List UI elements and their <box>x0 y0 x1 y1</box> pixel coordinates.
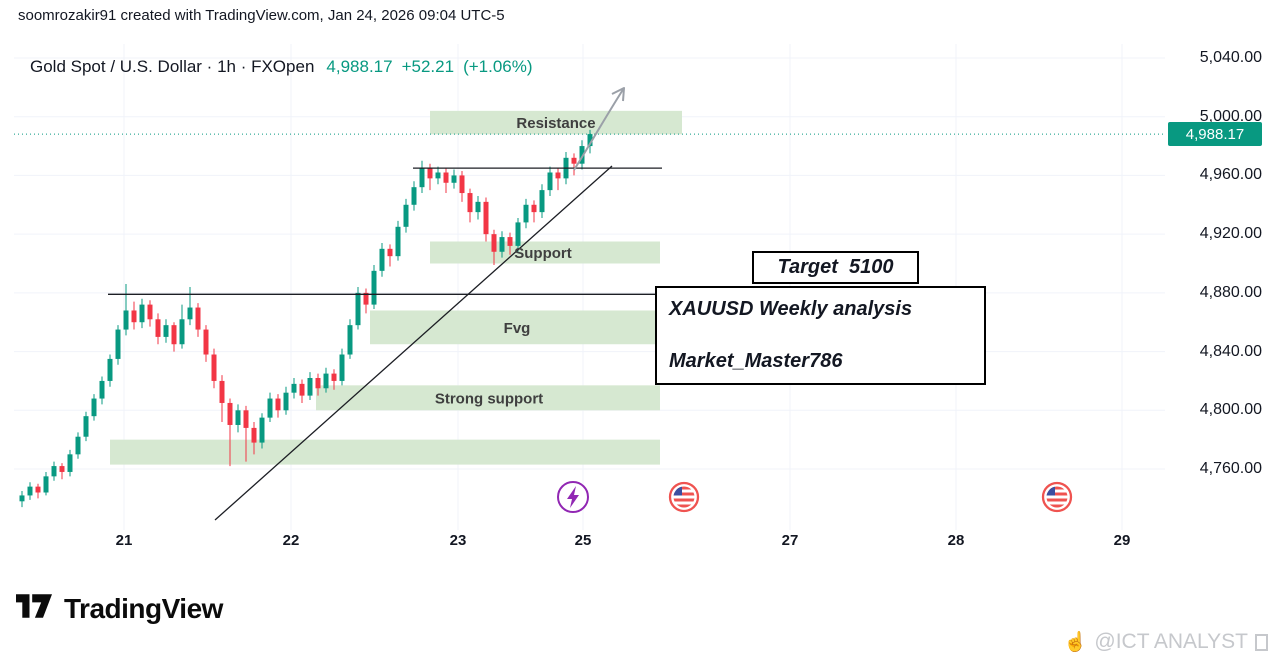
tradingview-logo-icon <box>14 588 54 629</box>
time-axis[interactable]: 21 22 23 25 27 28 29 <box>0 0 1180 655</box>
price-axis-label: 4,880.00 <box>1199 283 1262 301</box>
price-change-pct: (+1.06%) <box>463 57 533 76</box>
time-axis-label: 22 <box>282 532 300 549</box>
price-axis-label: 4,760.00 <box>1199 460 1262 477</box>
target-annotation-box[interactable]: Target 5100 <box>752 251 919 284</box>
price-axis-label: 4,800.00 <box>1199 401 1262 419</box>
last-price: 4,988.17 <box>326 57 393 76</box>
current-price-badge[interactable]: 4,988.17 <box>1168 122 1262 147</box>
zones-group[interactable] <box>110 110 682 465</box>
time-axis-label: 23 <box>449 532 467 549</box>
price-axis[interactable]: 5,040.00 5,000.00 4,960.00 4,920.00 4,880.00… <box>1168 0 1262 570</box>
price-axis-label: 4,840.00 <box>1199 342 1262 360</box>
tradingview-logo[interactable]: TradingView <box>14 588 223 629</box>
time-axis-label: 29 <box>1113 532 1131 549</box>
price-axis-label: 5,040.00 <box>1199 49 1262 66</box>
svg-text:Strong support: Strong support <box>435 390 543 407</box>
analysis-line-2: Market_Master786 <box>669 350 843 372</box>
price-axis-label: 4,920.00 <box>1199 225 1262 243</box>
analysis-line-1: XAUUSD Weekly analysis <box>669 298 913 320</box>
tradingview-wordmark: TradingView <box>64 592 223 624</box>
analysis-annotation-box[interactable]: XAUUSD Weekly analysis Market_Master786 <box>655 286 986 385</box>
volatility-event-icon[interactable] <box>557 481 589 513</box>
time-axis-label: 25 <box>574 532 592 549</box>
us-flag-event-icon[interactable] <box>1041 481 1073 513</box>
missing-glyph-icon <box>1255 633 1268 651</box>
target-annotation-text: Target 5100 <box>777 256 894 278</box>
time-axis-label: 28 <box>947 532 965 549</box>
svg-text:Support: Support <box>514 245 572 262</box>
price-axis-label: 4,960.00 <box>1199 166 1262 184</box>
time-axis-label: 21 <box>115 532 133 549</box>
chart-legend[interactable]: Gold Spot / U.S. Dollar · 1h · FXOpen 4,… <box>30 57 533 77</box>
us-flag-event-icon[interactable] <box>668 481 700 513</box>
price-change: +52.21 <box>401 57 455 76</box>
svg-text:Resistance: Resistance <box>516 115 595 132</box>
author-watermark: ☝ @ICT ANALYST <box>1064 630 1268 654</box>
time-axis-label: 27 <box>781 532 799 549</box>
price-axis-label: 5,000.00 <box>1199 107 1262 125</box>
arrow-annotation[interactable] <box>573 87 625 171</box>
hand-icon: ☝ <box>1063 631 1088 653</box>
trendlines-group[interactable] <box>108 165 662 521</box>
svg-text:Fvg: Fvg <box>504 320 531 337</box>
watermark-text: @ICT ANALYST <box>1094 630 1248 653</box>
symbol-title[interactable]: Gold Spot / U.S. Dollar · 1h · FXOpen <box>30 57 315 76</box>
zone-labels: Resistance Support Fvg Strong support <box>435 115 596 407</box>
price-info: 4,988.17 +52.21 (+1.06%) <box>326 57 532 77</box>
candles-group[interactable] <box>19 129 593 508</box>
attribution-text: soomrozakir91 created with TradingView.c… <box>18 7 505 24</box>
